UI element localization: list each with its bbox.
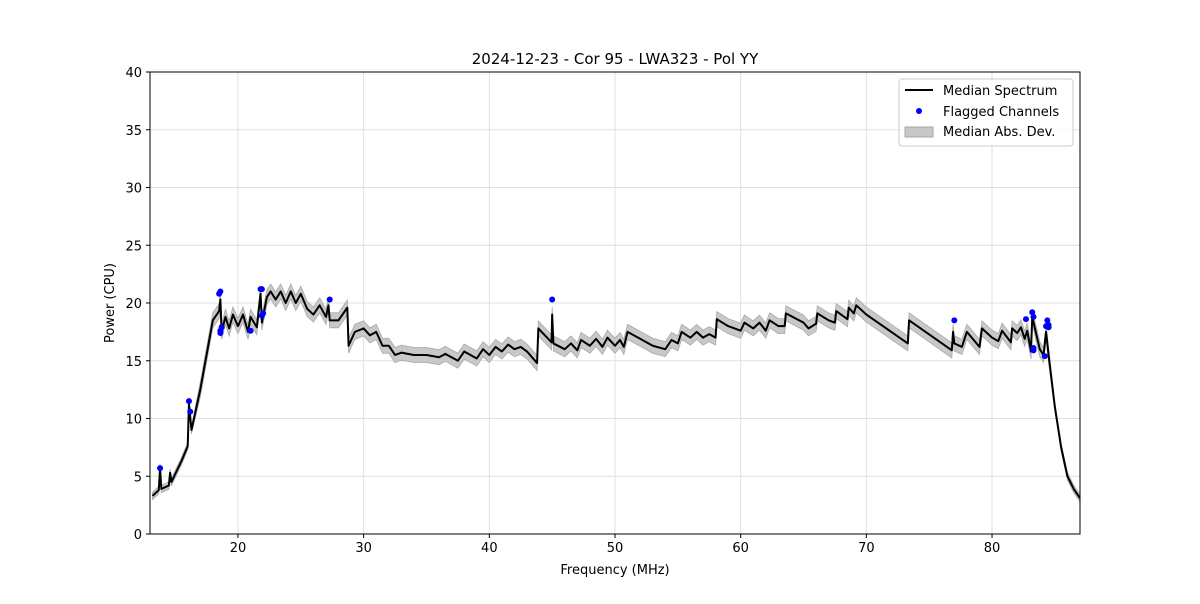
legend-flagged-swatch [916,108,922,114]
flagged-point [951,317,958,324]
x-tick-label: 20 [230,541,247,556]
flagged-point [326,296,333,303]
flagged-point [247,327,254,334]
flagged-point [217,288,224,295]
flagged-point [1041,353,1048,360]
y-tick-label: 25 [125,239,142,254]
x-axis-label: Frequency (MHz) [560,563,669,578]
x-tick-label: 40 [481,541,498,556]
median-spectrum-line [151,290,1081,499]
x-tick-label: 50 [607,541,624,556]
flagged-point [187,408,194,415]
y-axis-label: Power (CPU) [103,263,118,343]
axis-ticks: 20 30 40 50 60 70 80 0 5 10 15 20 25 30 35 40 [125,66,1000,556]
flagged-point [1029,309,1036,316]
flagged-point [1030,313,1037,320]
flagged-point [260,310,267,317]
y-tick-label: 35 [125,124,142,139]
flagged-point [1030,347,1037,354]
flagged-point [218,324,225,331]
mad-band [152,282,1081,504]
legend-median-label: Median Spectrum [943,84,1057,99]
x-tick-label: 70 [858,541,875,556]
x-tick-label: 80 [984,541,1001,556]
flagged-point [1022,316,1029,323]
flagged-point [157,465,164,472]
flagged-point [1045,321,1052,328]
flagged-point [258,286,265,293]
chart-title: 2024-12-23 - Cor 95 - LWA323 - Pol YY [472,50,759,68]
legend-mad-swatch [904,126,934,138]
flagged-point [217,330,224,337]
legend-box [898,78,1074,147]
x-tick-label: 30 [355,541,372,556]
y-tick-label: 30 [125,182,142,197]
y-tick-label: 20 [125,297,142,312]
y-tick-label: 10 [125,413,142,428]
flagged-points [157,286,1052,472]
x-tick-label: 60 [732,541,749,556]
y-tick-label: 40 [125,66,142,81]
flagged-point [185,398,192,405]
legend-mad-label: Median Abs. Dev. [943,125,1055,140]
y-tick-label: 5 [134,470,142,485]
flagged-point [1044,317,1051,324]
y-tick-label: 15 [125,355,142,370]
legend-flagged-label: Flagged Channels [943,105,1059,120]
flagged-point [549,296,556,303]
legend: Median Spectrum Flagged Channels Median … [898,78,1074,147]
y-tick-label: 0 [134,528,142,543]
